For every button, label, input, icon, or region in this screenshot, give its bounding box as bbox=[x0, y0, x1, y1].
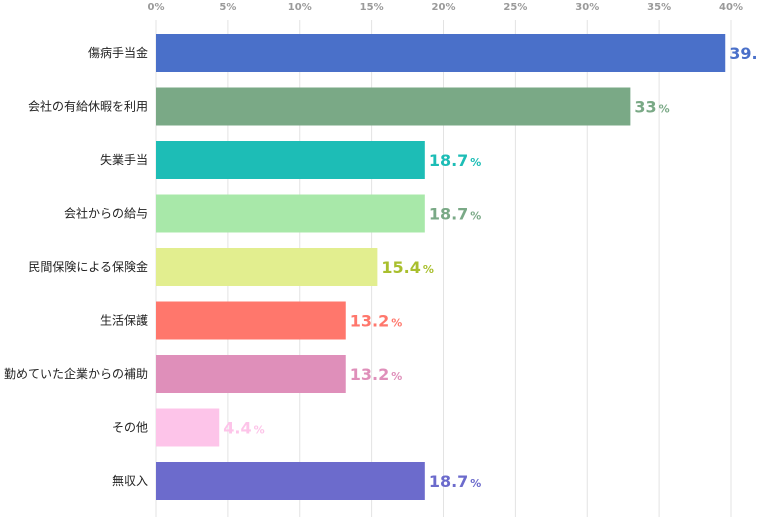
value-number: 13.2 bbox=[350, 312, 389, 331]
value-number: 18.7 bbox=[429, 472, 468, 491]
bars bbox=[156, 34, 726, 500]
value-labels: 39.6%33%18.7%18.7%15.4%13.2%13.2%4.4%18.… bbox=[223, 44, 757, 491]
category-label: 失業手当 bbox=[100, 152, 148, 167]
value-unit: % bbox=[470, 210, 481, 223]
value-label: 39.6% bbox=[729, 44, 757, 63]
value-unit: % bbox=[423, 263, 434, 276]
category-label: 無収入 bbox=[112, 473, 148, 488]
value-label: 33% bbox=[634, 98, 669, 117]
x-tick-label: 30% bbox=[575, 2, 599, 13]
category-label: 生活保護 bbox=[100, 313, 148, 328]
value-unit: % bbox=[470, 477, 481, 490]
x-tick-label: 0% bbox=[148, 2, 165, 13]
value-unit: % bbox=[254, 424, 265, 437]
bar bbox=[156, 301, 346, 340]
category-label: その他 bbox=[112, 421, 148, 435]
value-number: 18.7 bbox=[429, 205, 468, 224]
x-tick-label: 40% bbox=[719, 2, 743, 13]
bar bbox=[156, 141, 425, 179]
bar bbox=[156, 248, 378, 286]
bar bbox=[156, 408, 220, 447]
category-label: 民間保険による保険金 bbox=[28, 259, 148, 274]
bar bbox=[156, 87, 631, 126]
value-label: 18.7% bbox=[429, 205, 482, 224]
value-unit: % bbox=[391, 317, 402, 330]
x-tick-label: 10% bbox=[288, 2, 312, 13]
x-tick-label: 20% bbox=[432, 2, 456, 13]
value-number: 4.4 bbox=[223, 419, 251, 438]
x-tick-label: 5% bbox=[219, 2, 236, 13]
bar bbox=[156, 355, 346, 393]
bar bbox=[156, 34, 726, 72]
value-unit: % bbox=[659, 103, 670, 116]
value-number: 33 bbox=[634, 98, 656, 117]
value-label: 15.4% bbox=[381, 258, 434, 277]
x-tick-label: 25% bbox=[503, 2, 527, 13]
category-labels: 傷病手当金会社の有給休暇を利用失業手当会社からの給与民間保険による保険金生活保護… bbox=[4, 45, 148, 488]
value-number: 13.2 bbox=[350, 365, 389, 384]
bar bbox=[156, 194, 425, 233]
category-label: 勤めていた企業からの補助 bbox=[4, 366, 148, 381]
value-label: 13.2% bbox=[350, 365, 403, 384]
category-label: 傷病手当金 bbox=[88, 45, 148, 60]
value-number: 15.4 bbox=[381, 258, 420, 277]
category-label: 会社からの給与 bbox=[64, 206, 148, 221]
value-label: 18.7% bbox=[429, 151, 482, 170]
x-tick-label: 35% bbox=[647, 2, 671, 13]
x-axis-ticks: 0% 5% 10% 15% 20% 25% 30% 35% 40% bbox=[148, 2, 743, 13]
value-unit: % bbox=[470, 156, 481, 169]
value-label: 4.4% bbox=[223, 419, 264, 438]
x-tick-label: 15% bbox=[360, 2, 384, 13]
category-label: 会社の有給休暇を利用 bbox=[28, 99, 148, 114]
value-label: 18.7% bbox=[429, 472, 482, 491]
value-label: 13.2% bbox=[350, 312, 403, 331]
value-number: 18.7 bbox=[429, 151, 468, 170]
bar bbox=[156, 462, 425, 500]
value-number: 39.6 bbox=[729, 44, 757, 63]
value-unit: % bbox=[391, 370, 402, 383]
